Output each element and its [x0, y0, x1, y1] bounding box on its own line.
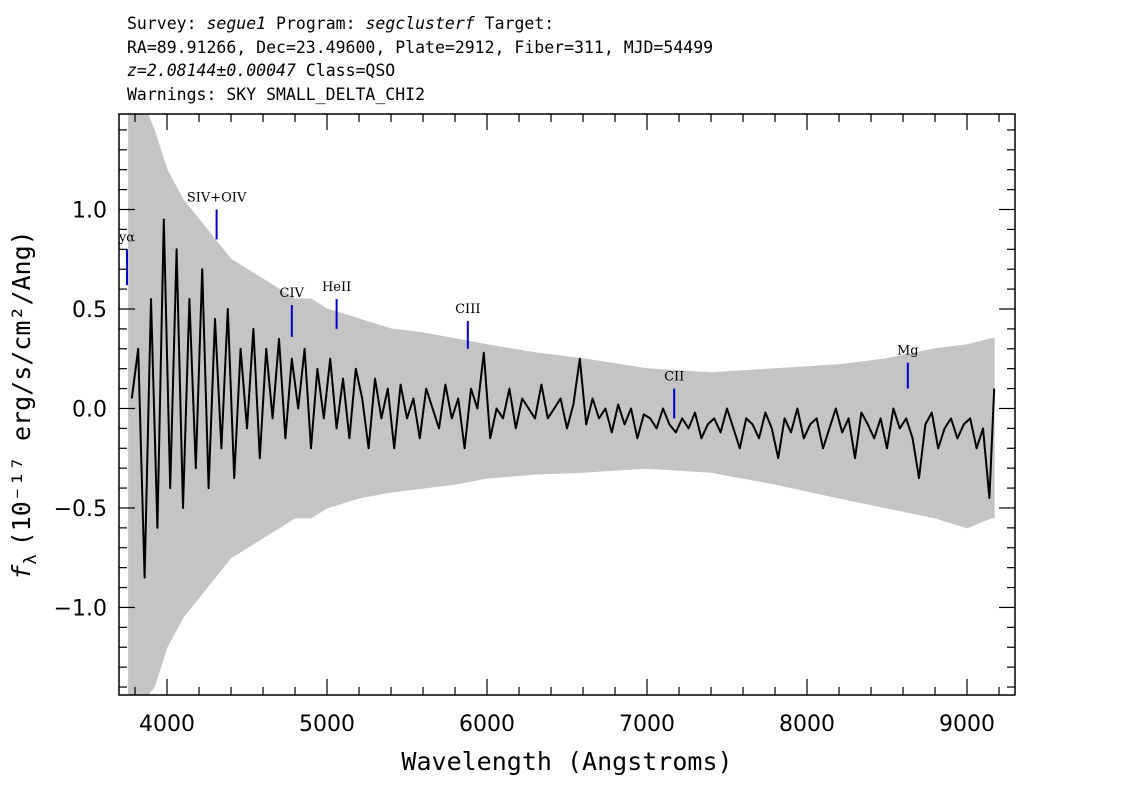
emission-line-label: SIV+OIV [187, 191, 247, 206]
plot-frame [118, 113, 1016, 696]
x-tick-label: 4000 [139, 712, 195, 737]
x-tick-label: 5000 [299, 712, 355, 737]
y-axis-unit: (10⁻¹⁷ erg/s/cm²/Ang) [7, 230, 36, 546]
header-row-redshift: z=2.08144±0.00047 Class=QSO [127, 59, 713, 83]
y-tick-label: 0.0 [72, 397, 107, 422]
spectrum-header: Survey: segue1 Program: segclusterf Targ… [127, 12, 713, 106]
x-tick-label: 9000 [939, 712, 995, 737]
y-axis-subscript: λ [21, 554, 41, 564]
class-value: Class=QSO [305, 61, 396, 80]
emission-line-label: Mg [897, 344, 919, 359]
emission-line-label: HeII [322, 280, 351, 295]
emission-line-label: CII [664, 370, 684, 385]
y-tick-label: 1.0 [72, 199, 107, 224]
survey-label: Survey: [127, 14, 197, 33]
survey-value: segue1 [206, 14, 267, 33]
x-tick-label: 8000 [779, 712, 835, 737]
y-tick-label: −0.5 [54, 497, 107, 522]
y-tick-label: −1.0 [54, 596, 107, 621]
header-row-warnings: Warnings: SKY SMALL_DELTA_CHI2 [127, 84, 426, 104]
y-axis-symbol: f [7, 564, 36, 580]
x-tick-label: 7000 [619, 712, 675, 737]
header-row-survey: Survey: segue1 Program: segclusterf Targ… [127, 12, 713, 36]
y-axis-title: fλ (10⁻¹⁷ erg/s/cm²/Ang) [7, 230, 41, 579]
tick-layer: 4000 5000 6000 7000 8000 9000 1.0 0.5 0.0 −0.5 −1.… [54, 114, 1015, 737]
redshift-value: z=2.08144±0.00047 [127, 61, 296, 80]
x-axis-title: Wavelength (Angstroms) [401, 747, 732, 776]
target-label: Target: [484, 14, 555, 33]
flux-series-line [130, 218, 996, 579]
emission-line-layer: yα SIV+OIV CIV HeII CIII CII Mg [118, 191, 919, 419]
emission-line-label: CIV [280, 286, 305, 301]
program-value: segclusterf [365, 14, 475, 33]
x-tick-label: 6000 [459, 712, 515, 737]
emission-line-label: CIII [455, 302, 480, 317]
program-label: Program: [276, 14, 356, 33]
header-row-coords: RA=89.91266, Dec=23.49600, Plate=2912, F… [127, 37, 714, 57]
y-tick-label: 0.5 [72, 298, 107, 323]
flux-layer [130, 218, 996, 579]
emission-line-label: yα [118, 230, 135, 245]
